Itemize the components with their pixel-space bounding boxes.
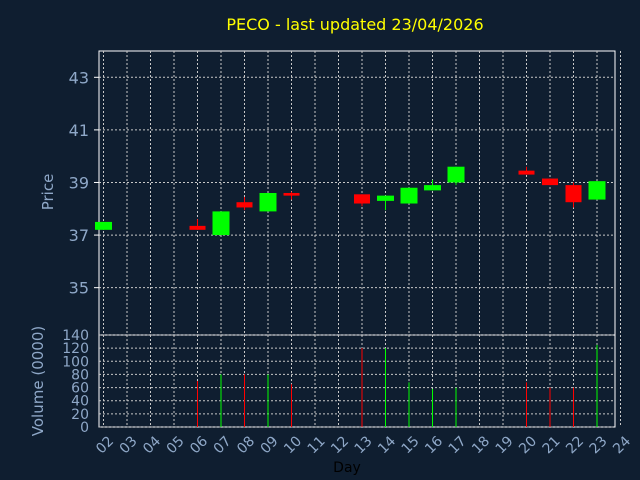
x-tick-label: 23 xyxy=(587,433,611,457)
x-tick-label: 03 xyxy=(117,433,141,457)
x-tick-label: 19 xyxy=(493,433,517,457)
candle-body xyxy=(424,185,441,191)
x-tick-label: 17 xyxy=(446,433,470,457)
x-tick-label: 24 xyxy=(610,433,634,457)
x-tick-label: 04 xyxy=(140,433,164,457)
chart-title: PECO - last updated 23/04/2026 xyxy=(226,15,483,34)
candle-body xyxy=(259,193,277,212)
candle-body xyxy=(565,185,582,203)
volume-panel: 02 03 04 05 06 07 08 09 10 11 12 13 14 15 16 17 18 19 20 21… xyxy=(62,328,634,457)
candle-body xyxy=(189,225,206,230)
price-axis-label: Price xyxy=(39,174,57,211)
x-tick-label: 20 xyxy=(516,433,540,457)
price-panel: 35 37 39 41 43 xyxy=(69,50,621,336)
price-tick-label: 39 xyxy=(69,173,89,192)
price-tick-label: 37 xyxy=(69,226,89,245)
volume-tick-label: 120 xyxy=(62,341,89,357)
price-tick-label: 41 xyxy=(69,121,89,140)
x-tick-label: 15 xyxy=(399,433,423,457)
candle-body xyxy=(283,193,300,196)
volume-axis-label: Volume (0000) xyxy=(29,326,47,436)
candle-body xyxy=(447,166,465,183)
candle-body xyxy=(542,178,558,186)
price-tick-label: 35 xyxy=(69,279,89,298)
volume-frame xyxy=(98,334,616,428)
candle-body xyxy=(95,221,112,230)
volume-tick-label: 0 xyxy=(80,420,89,436)
x-tick-label: 02 xyxy=(93,433,117,457)
x-tick-label: 05 xyxy=(164,433,188,457)
volume-tick-label: 140 xyxy=(62,328,89,344)
x-tick-label: 09 xyxy=(258,433,282,457)
x-tick-label: 14 xyxy=(375,433,399,457)
volume-tick-label: 100 xyxy=(62,354,89,370)
x-tick-label: 07 xyxy=(211,433,235,457)
candle-body xyxy=(588,181,606,200)
x-tick-label: 10 xyxy=(281,433,305,457)
price-tick-label: 43 xyxy=(69,68,89,87)
x-tick-label: 22 xyxy=(563,433,587,457)
x-tick-label: 12 xyxy=(328,433,352,457)
candle-body xyxy=(518,170,535,175)
price-frame xyxy=(98,50,616,336)
candle-body xyxy=(400,187,418,204)
volume-tick-label: 20 xyxy=(71,407,89,423)
volume-tick-label: 80 xyxy=(71,367,89,383)
x-tick-label: 16 xyxy=(422,433,446,457)
volume-tick-label: 60 xyxy=(71,381,89,397)
x-tick-label: 18 xyxy=(469,433,493,457)
x-tick-label: 21 xyxy=(540,433,564,457)
volume-tick-label: 40 xyxy=(71,394,89,410)
x-axis-label: Day xyxy=(333,460,361,476)
candle-body xyxy=(377,195,394,201)
candle-body xyxy=(354,194,370,204)
x-tick-label: 13 xyxy=(352,433,376,457)
x-tick-label: 06 xyxy=(187,433,211,457)
x-tick-label: 11 xyxy=(305,433,329,457)
x-tick-label: 08 xyxy=(234,433,258,457)
candle-body xyxy=(212,211,230,236)
candle-body xyxy=(236,202,253,208)
